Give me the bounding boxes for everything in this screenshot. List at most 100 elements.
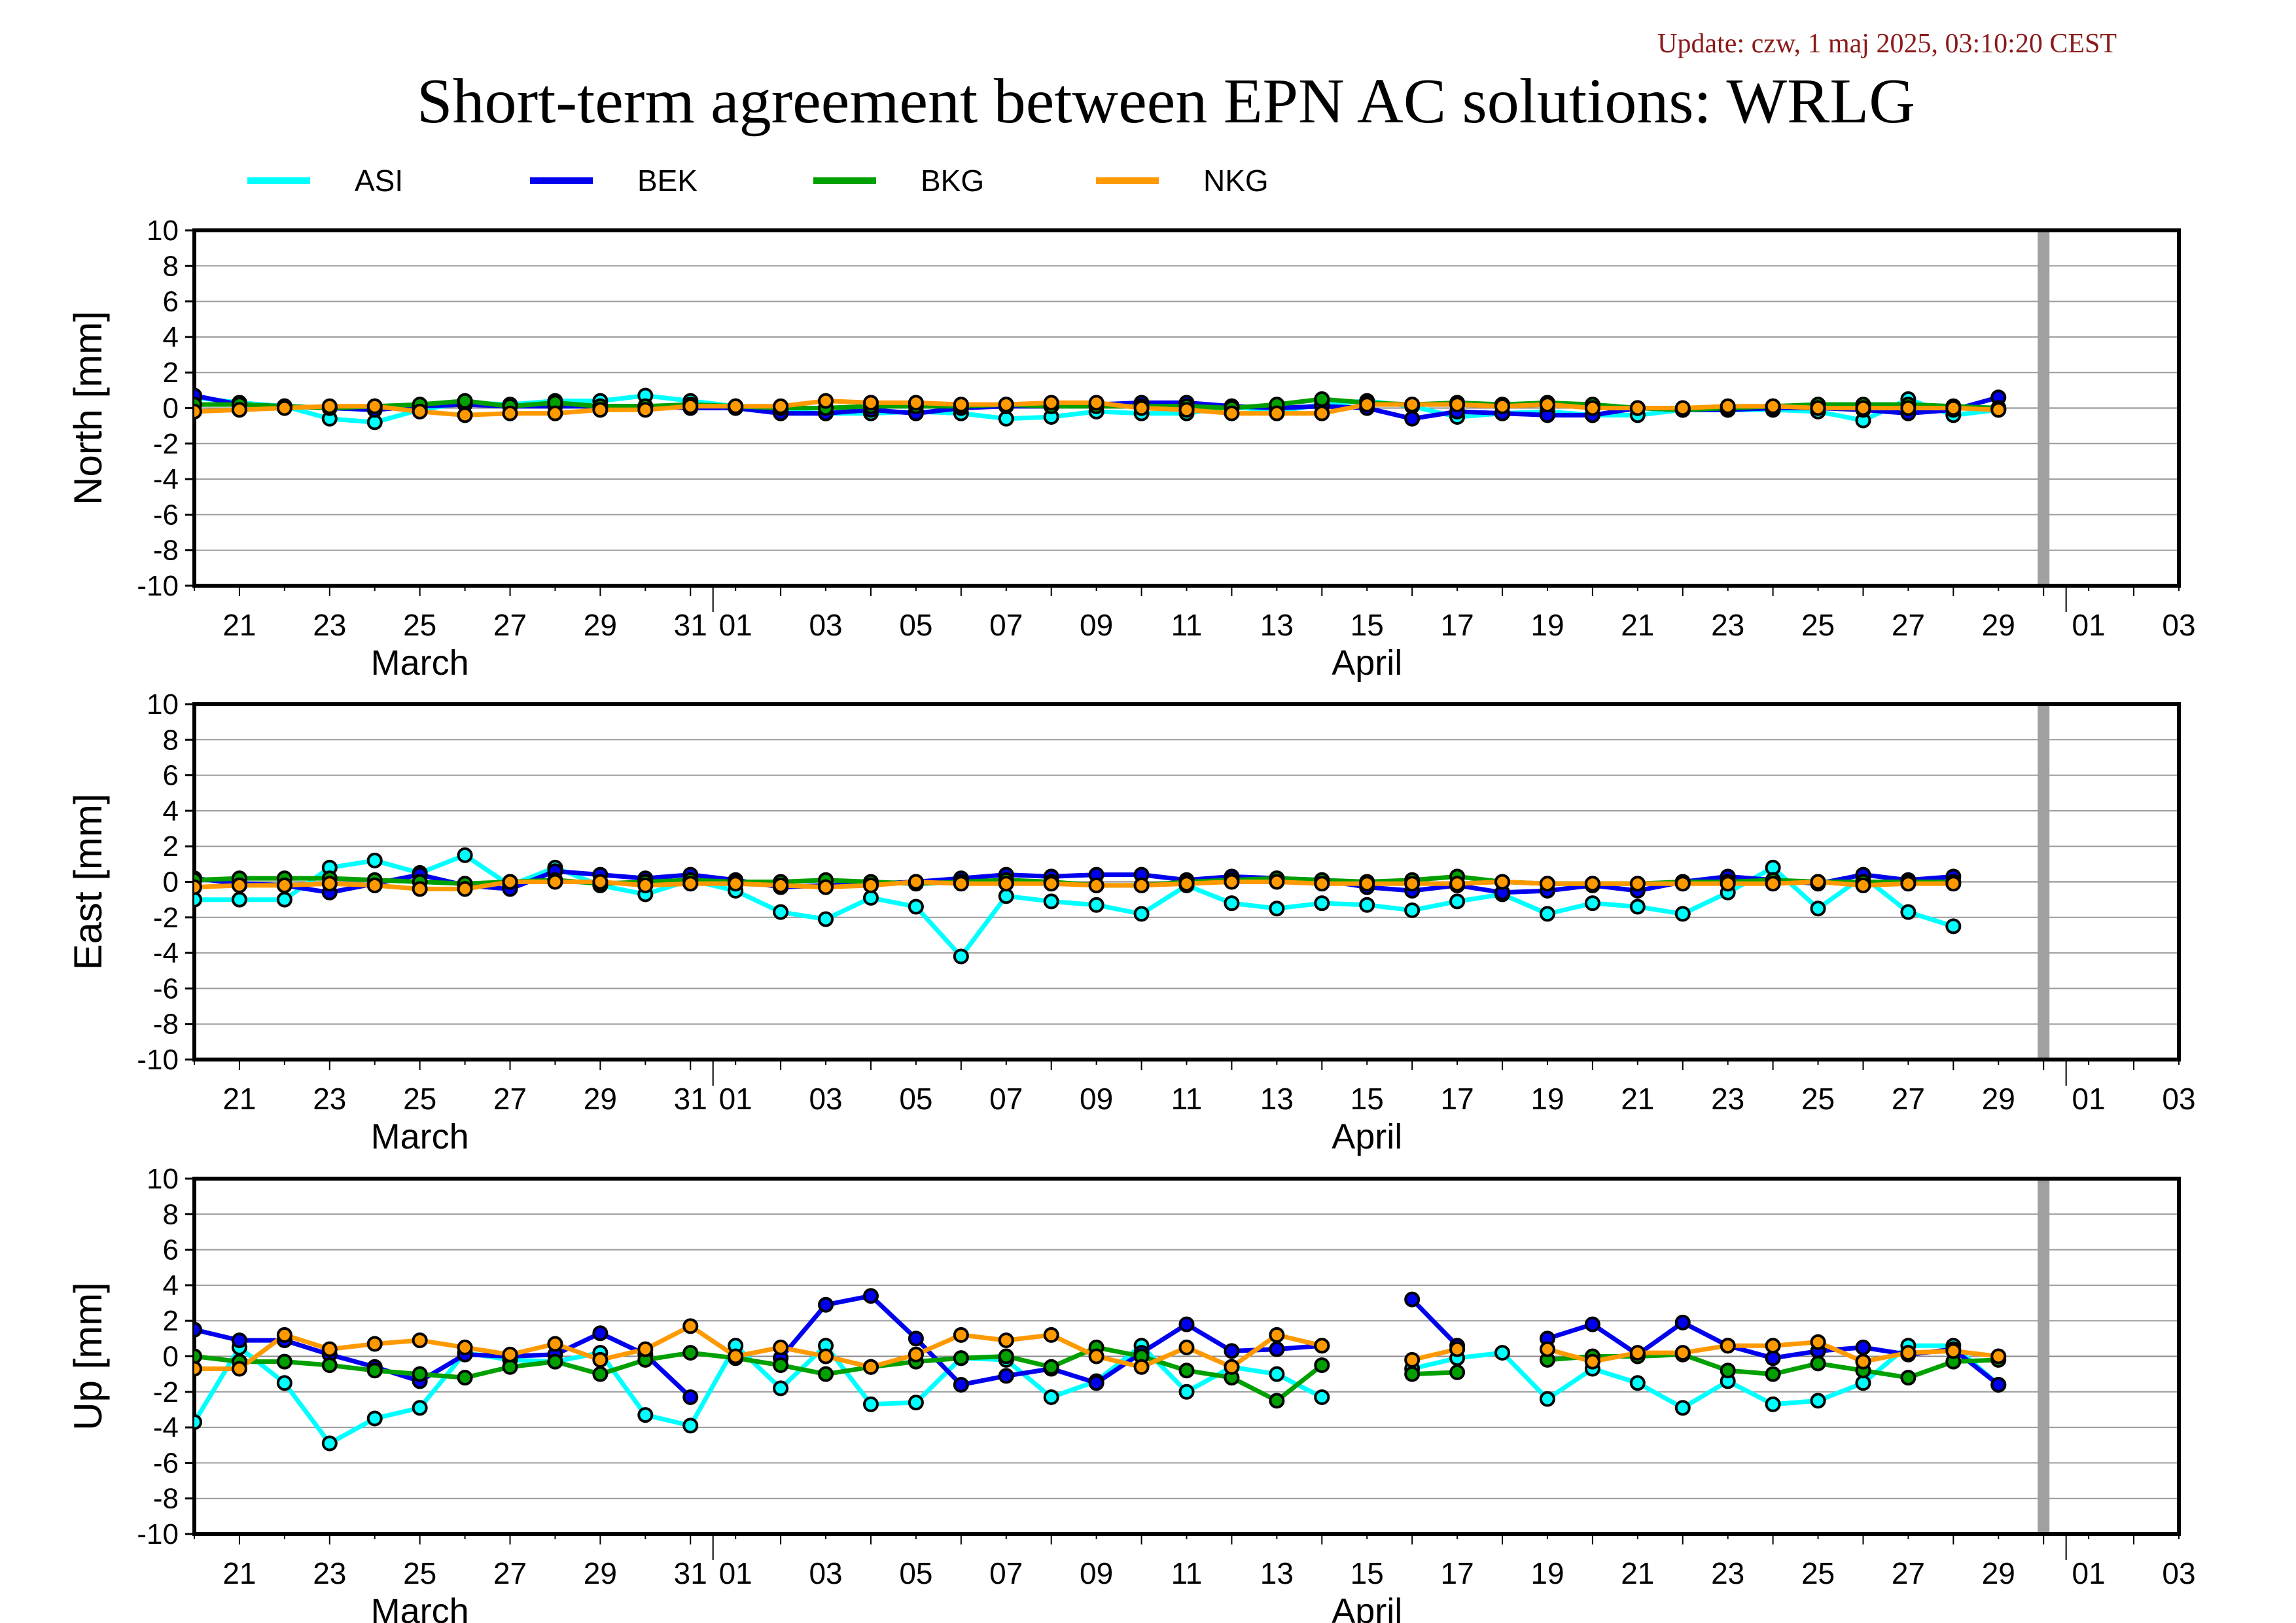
point-asi <box>412 1400 428 1416</box>
month-label: April <box>1332 643 1402 683</box>
point-nkg <box>953 397 969 413</box>
x-tick-label: 03 <box>809 1556 842 1590</box>
x-tick-label: 11 <box>1171 608 1203 642</box>
point-nkg <box>1314 405 1330 421</box>
y-tick-label: 8 <box>163 724 179 756</box>
point-nkg <box>953 1327 969 1343</box>
y-tick-label: -4 <box>153 937 179 969</box>
y-tick-label: 0 <box>163 866 179 899</box>
y-tick-label: -10 <box>137 1518 179 1550</box>
point-asi <box>682 1418 699 1434</box>
point-nkg <box>1449 876 1466 892</box>
point-asi <box>1765 859 1781 876</box>
point-bek <box>592 1325 609 1342</box>
point-nkg <box>1765 1338 1781 1354</box>
point-asi <box>276 891 292 908</box>
x-tick-label: 09 <box>1080 1556 1113 1590</box>
x-tick-label: 09 <box>1080 1082 1113 1116</box>
point-nkg <box>1629 1345 1646 1361</box>
point-nkg <box>1720 1338 1736 1354</box>
series-line-nkg <box>194 880 1954 891</box>
point-asi <box>366 852 383 868</box>
point-asi <box>953 948 969 965</box>
x-tick-label: 17 <box>1441 1556 1474 1590</box>
x-tick-label: 05 <box>899 1082 932 1116</box>
point-nkg <box>908 874 924 890</box>
point-nkg <box>1584 400 1600 416</box>
y-tick-label: 6 <box>163 1234 179 1266</box>
x-tick-label: 15 <box>1351 608 1384 642</box>
point-asi <box>1449 893 1466 910</box>
x-tick-label: 01 <box>719 1556 752 1590</box>
point-nkg <box>502 1346 518 1363</box>
point-nkg <box>728 876 744 892</box>
point-nkg <box>1539 1341 1555 1357</box>
x-tick-label: 25 <box>403 1556 436 1590</box>
point-asi <box>276 1375 292 1391</box>
point-bek <box>953 1376 969 1393</box>
x-tick-label: 19 <box>1530 608 1564 642</box>
x-tick-label: 13 <box>1260 608 1294 642</box>
point-nkg <box>862 395 879 411</box>
point-nkg <box>547 1336 563 1352</box>
point-nkg <box>1449 1341 1466 1357</box>
point-nkg <box>1990 1348 2007 1364</box>
point-nkg <box>1178 876 1195 892</box>
x-tick-label: 25 <box>403 608 436 642</box>
point-asi <box>998 410 1014 427</box>
x-tick-label: 23 <box>313 608 346 642</box>
point-asi <box>1043 1389 1059 1405</box>
point-nkg <box>1810 400 1826 416</box>
point-nkg <box>1359 876 1375 892</box>
point-nkg <box>412 1332 428 1349</box>
point-nkg <box>366 1336 383 1352</box>
point-nkg <box>457 407 473 423</box>
point-nkg <box>637 1341 654 1357</box>
point-asi <box>1900 904 1916 920</box>
y-axis-label: North [mm] <box>66 311 110 505</box>
point-nkg <box>1765 876 1781 892</box>
point-bkg <box>412 1366 428 1382</box>
point-nkg <box>1810 1334 1826 1350</box>
y-tick-label: 4 <box>163 321 179 353</box>
point-nkg <box>908 1346 924 1363</box>
point-nkg <box>1269 874 1285 890</box>
point-bkg <box>366 1363 383 1379</box>
point-nkg <box>1088 1348 1104 1364</box>
point-bek <box>1088 1375 1104 1391</box>
point-nkg <box>1269 1327 1285 1343</box>
point-nkg <box>1314 1338 1330 1354</box>
x-tick-label: 27 <box>493 1556 527 1590</box>
legend-label-bkg: BKG <box>921 164 984 198</box>
series-group <box>194 387 2007 431</box>
point-nkg <box>1674 1345 1691 1361</box>
point-nkg <box>1629 400 1646 416</box>
point-asi <box>1674 1400 1691 1416</box>
x-tick-label: 21 <box>222 608 256 642</box>
point-nkg <box>1178 1339 1195 1355</box>
x-tick-label: 01 <box>2072 1082 2106 1116</box>
point-bek <box>1855 1339 1871 1355</box>
point-asi <box>1314 895 1330 912</box>
point-nkg <box>321 1341 338 1357</box>
point-asi <box>1043 893 1059 910</box>
legend-label-bek: BEK <box>637 164 698 198</box>
point-bek <box>1765 1350 1781 1366</box>
x-tick-label: 21 <box>1621 1082 1654 1116</box>
point-nkg <box>276 400 292 416</box>
x-tick-label: 27 <box>493 1082 527 1116</box>
point-nkg <box>682 1318 699 1334</box>
point-nkg <box>773 1339 789 1355</box>
point-nkg <box>998 1332 1014 1349</box>
x-tick-label: 09 <box>1080 608 1113 642</box>
y-tick-label: 2 <box>163 1305 179 1337</box>
x-tick-label: 31 <box>674 608 707 642</box>
point-nkg <box>1088 395 1104 411</box>
point-nkg <box>1720 398 1736 414</box>
point-asi <box>1269 1366 1285 1382</box>
point-bek <box>818 1296 834 1313</box>
point-nkg <box>1043 1327 1059 1343</box>
